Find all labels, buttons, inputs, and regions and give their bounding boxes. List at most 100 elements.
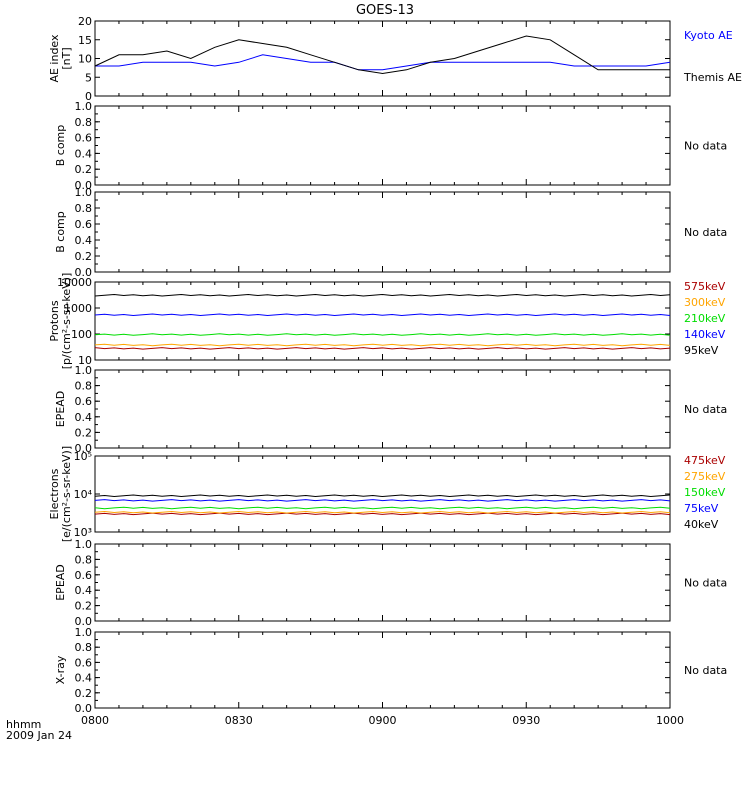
series-line-150kev bbox=[94, 506, 671, 510]
legend-entry: 300keV bbox=[684, 296, 726, 309]
y-tick-label: 0.4 bbox=[75, 584, 93, 597]
y-tick-label: 1.0 bbox=[75, 186, 93, 199]
y-tick-label: 1.0 bbox=[75, 538, 93, 551]
y-tick-label: 10 bbox=[78, 354, 92, 367]
panel-1: 0 5 10 15 20 AE index [nT] Kyoto AE Themis AE bbox=[48, 15, 742, 103]
y-tick-label: 10 bbox=[78, 53, 92, 66]
legend-entry: 75keV bbox=[684, 502, 719, 515]
y-tick-label: 0.0 bbox=[75, 702, 93, 715]
y-tick-label: 10000 bbox=[57, 276, 92, 289]
y-tick-label: 0.4 bbox=[75, 147, 93, 160]
x-tick-label: 1000 bbox=[656, 714, 684, 727]
y-axis-label: EPEAD bbox=[54, 564, 67, 601]
legend-entry: 95keV bbox=[684, 344, 719, 357]
no-data-note: No data bbox=[684, 226, 727, 239]
y-tick-label: 0 bbox=[85, 90, 92, 103]
panel-8: 0.0 0.2 0.4 0.6 0.8 1.0 X-ray No data bbox=[54, 626, 727, 715]
y-tick-label: 0.2 bbox=[75, 687, 93, 700]
x-tick-label: 0900 bbox=[369, 714, 397, 727]
y-tick-label: 0.6 bbox=[75, 656, 93, 669]
y-tick-label: 0.8 bbox=[75, 116, 93, 129]
series-line-140kev bbox=[94, 313, 671, 317]
series-line-themis-ae bbox=[94, 35, 670, 75]
y-tick-label: 0.8 bbox=[75, 380, 93, 393]
panel-2: 0.0 0.2 0.4 0.6 0.8 1.0 B comp No data bbox=[54, 100, 727, 192]
series-line-40kev bbox=[94, 494, 671, 498]
y-tick-label: 100 bbox=[71, 328, 92, 341]
y-tick-label: 0.6 bbox=[75, 569, 93, 582]
legend-entry: 210keV bbox=[684, 312, 726, 325]
legend-entry: Themis AE bbox=[683, 71, 742, 84]
y-tick-label: 15 bbox=[78, 34, 92, 47]
y-tick-label: 20 bbox=[78, 15, 92, 28]
y-axis-label: AE index bbox=[48, 34, 61, 83]
y-axis-label: [p/(cm²-s-sr-keV)] bbox=[60, 273, 73, 370]
y-axis-label: Electrons bbox=[48, 468, 61, 519]
legend-entry: 575keV bbox=[684, 280, 726, 293]
x-tick-label: 0830 bbox=[225, 714, 253, 727]
y-tick-label: 10³ bbox=[74, 526, 92, 539]
y-axis-label: B comp bbox=[54, 125, 67, 167]
series-line-kyoto-ae bbox=[95, 54, 671, 71]
series-line-95kev bbox=[94, 293, 671, 297]
y-axis-label: X-ray bbox=[54, 655, 67, 684]
y-axis-label: [e/(cm²-s-sr-keV)] bbox=[60, 446, 73, 542]
no-data-note: No data bbox=[684, 577, 727, 590]
x-tick-label: 0800 bbox=[81, 714, 109, 727]
y-tick-label: 0.6 bbox=[75, 395, 93, 408]
y-tick-label: 0.0 bbox=[75, 615, 93, 628]
y-tick-label: 0.6 bbox=[75, 218, 93, 231]
legend-entry: 475keV bbox=[684, 454, 726, 467]
panel-frame bbox=[94, 631, 671, 709]
series-line-210kev bbox=[94, 333, 671, 336]
y-tick-label: 10⁵ bbox=[74, 450, 92, 463]
series-line-300kev bbox=[94, 343, 671, 347]
y-tick-label: 0.6 bbox=[75, 132, 93, 145]
legend-entry: 40keV bbox=[684, 518, 719, 531]
x-tick-label: 0930 bbox=[512, 714, 540, 727]
y-axis-label: [nT] bbox=[60, 47, 73, 69]
y-tick-label: 0.2 bbox=[75, 600, 93, 613]
panel-7: 0.0 0.2 0.4 0.6 0.8 1.0 EPEAD No data bbox=[54, 538, 727, 628]
series-line-575kev bbox=[94, 347, 671, 350]
y-tick-label: 0.0 bbox=[75, 179, 93, 192]
y-tick-label: 1.0 bbox=[75, 100, 93, 113]
panel-4: 10 100 1000 10000 Protons [p/(cm²-s-sr-keV)] 5… bbox=[48, 273, 726, 370]
panel-frame bbox=[94, 20, 671, 97]
y-axis-label: B comp bbox=[54, 211, 67, 253]
y-tick-label: 0.8 bbox=[75, 202, 93, 215]
y-tick-label: 1.0 bbox=[75, 364, 93, 377]
no-data-note: No data bbox=[684, 140, 727, 153]
y-tick-label: 0.4 bbox=[75, 234, 93, 247]
y-tick-label: 0.2 bbox=[75, 163, 93, 176]
date-label: 2009 Jan 24 bbox=[6, 729, 72, 742]
panel-frame bbox=[94, 455, 671, 533]
y-tick-label: 0.4 bbox=[75, 411, 93, 424]
panel-frame bbox=[94, 543, 671, 622]
panel-frame bbox=[94, 191, 671, 273]
y-axis-label: EPEAD bbox=[54, 391, 67, 428]
y-tick-label: 0.2 bbox=[75, 426, 93, 439]
legend-entry: Kyoto AE bbox=[684, 29, 733, 42]
y-tick-label: 0.8 bbox=[75, 553, 93, 566]
panel-6: 10³ 10⁴ 10⁵ Electrons [e/(cm²-s-sr-keV)] 475k… bbox=[48, 446, 726, 542]
y-tick-label: 0.0 bbox=[75, 442, 93, 455]
legend-entry: 140keV bbox=[684, 328, 726, 341]
chart-title: GOES-13 bbox=[356, 3, 414, 18]
series-line-475kev bbox=[94, 512, 671, 516]
panel-3: 0.0 0.2 0.4 0.6 0.8 1.0 B comp No data bbox=[54, 186, 727, 279]
panel-5: 0.0 0.2 0.4 0.6 0.8 1.0 EPEAD No data bbox=[54, 364, 727, 455]
legend-entry: 275keV bbox=[684, 470, 726, 483]
panel-frame bbox=[94, 105, 671, 186]
y-tick-label: 0.8 bbox=[75, 641, 93, 654]
y-tick-label: 1000 bbox=[64, 302, 92, 315]
panel-frame bbox=[94, 369, 671, 449]
no-data-note: No data bbox=[684, 664, 727, 677]
no-data-note: No data bbox=[684, 403, 727, 416]
time-format-label: hhmm bbox=[6, 718, 41, 731]
y-tick-label: 1.0 bbox=[75, 626, 93, 639]
y-tick-label: 0.4 bbox=[75, 672, 93, 685]
series-line-75kev bbox=[94, 499, 671, 502]
y-tick-label: 10⁴ bbox=[74, 488, 93, 501]
